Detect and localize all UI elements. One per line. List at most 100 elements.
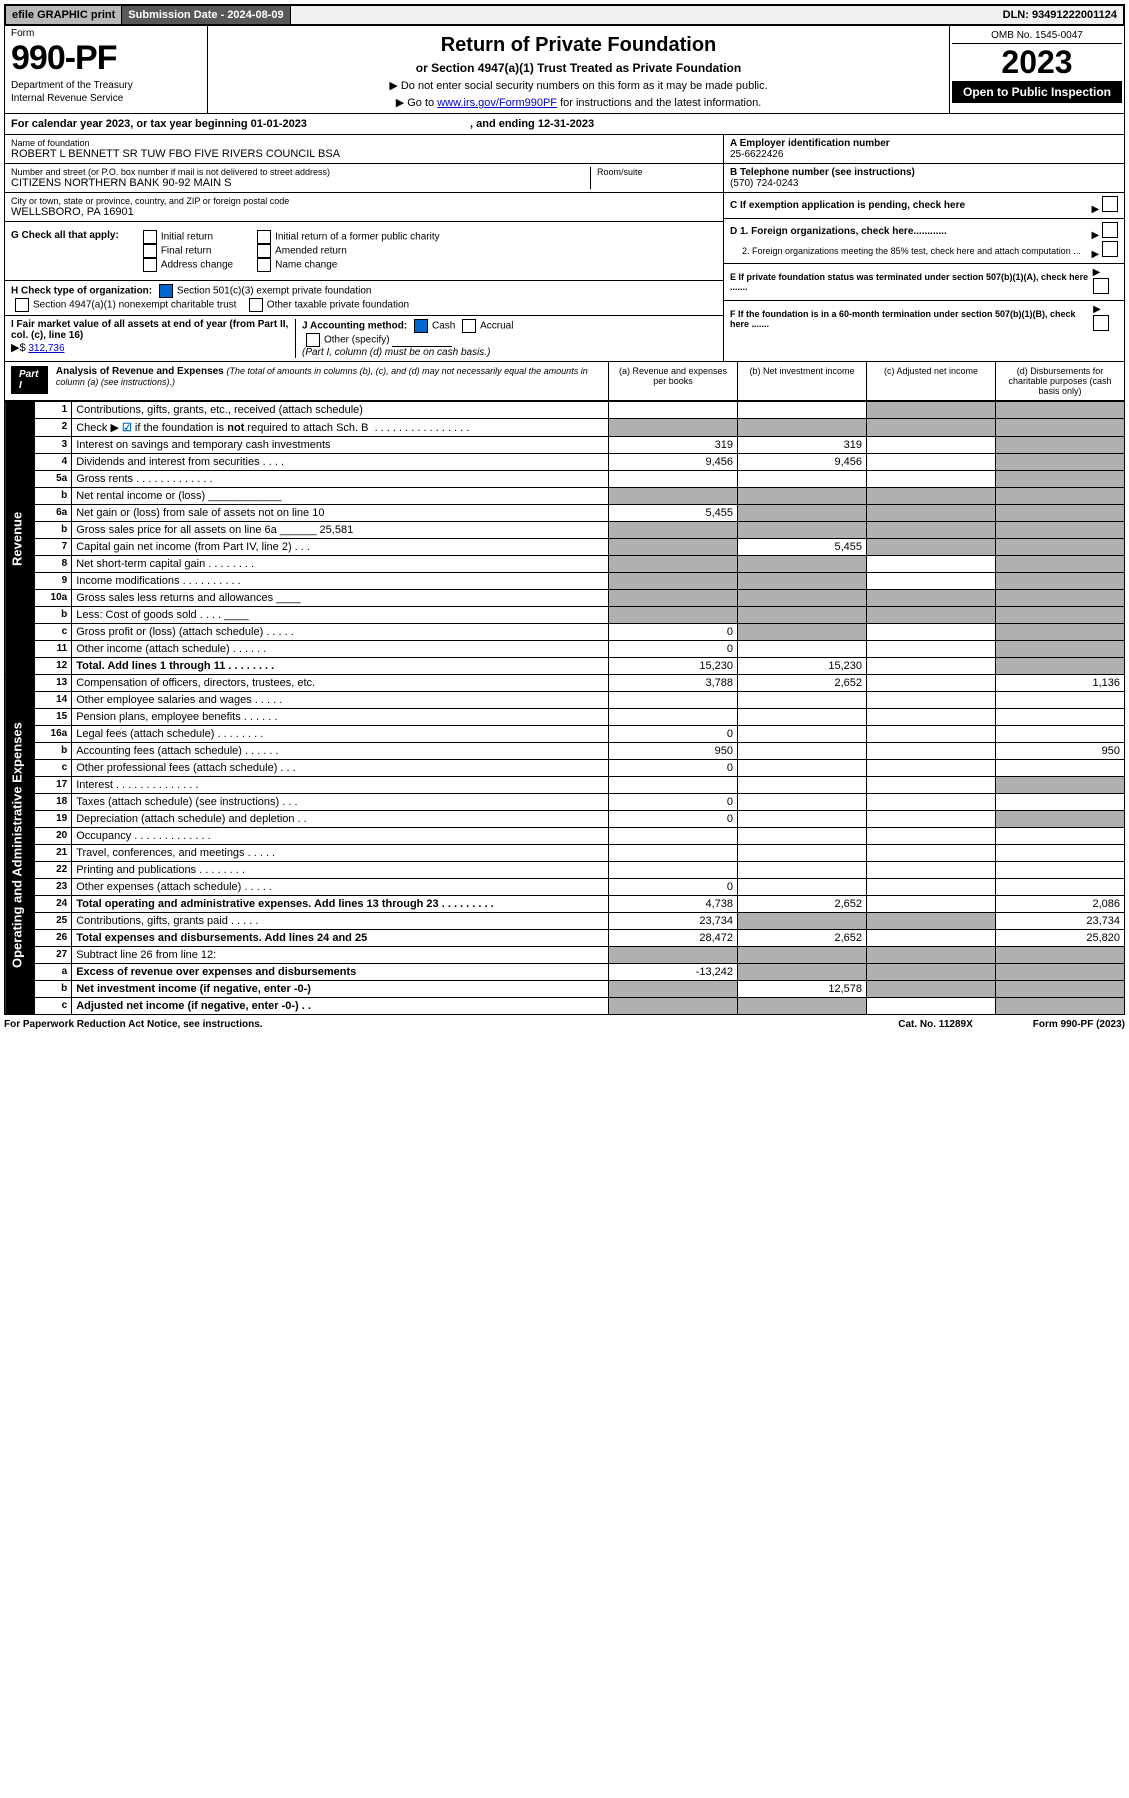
form-subtitle: or Section 4947(a)(1) Trust Treated as P… bbox=[216, 61, 941, 75]
amount-cell bbox=[738, 419, 867, 437]
amount-cell bbox=[996, 471, 1125, 488]
amount-cell bbox=[867, 641, 996, 658]
amount-cell bbox=[996, 862, 1125, 879]
table-row: bGross sales price for all assets on lin… bbox=[5, 522, 1125, 539]
j-cash-check[interactable] bbox=[414, 319, 428, 333]
amount-cell bbox=[738, 811, 867, 828]
line-desc: Net investment income (if negative, ente… bbox=[72, 981, 609, 998]
line-number: 14 bbox=[35, 692, 72, 709]
amount-cell bbox=[609, 862, 738, 879]
e-checkbox[interactable] bbox=[1093, 278, 1109, 294]
i-arrow: ▶$ bbox=[11, 342, 26, 354]
table-row: cAdjusted net income (if negative, enter… bbox=[5, 998, 1125, 1015]
g-opt-initial[interactable]: Initial return bbox=[139, 230, 233, 244]
line-desc: Occupancy . . . . . . . . . . . . . bbox=[72, 828, 609, 845]
ein-label: A Employer identification number bbox=[730, 138, 1118, 149]
amount-cell bbox=[738, 998, 867, 1015]
i-value[interactable]: 312,736 bbox=[28, 343, 64, 354]
amount-cell bbox=[867, 981, 996, 998]
line-number: 15 bbox=[35, 709, 72, 726]
amount-cell: 5,455 bbox=[609, 505, 738, 522]
line-desc: Compensation of officers, directors, tru… bbox=[72, 675, 609, 692]
amount-cell bbox=[996, 998, 1125, 1015]
j-other-check[interactable] bbox=[306, 333, 320, 347]
amount-cell bbox=[867, 402, 996, 419]
line-number: 1 bbox=[35, 402, 72, 419]
amount-cell bbox=[738, 947, 867, 964]
part1-title: Analysis of Revenue and Expenses bbox=[56, 366, 224, 377]
amount-cell bbox=[996, 658, 1125, 675]
line-desc: Gross profit or (loss) (attach schedule)… bbox=[72, 624, 609, 641]
g-opt-final[interactable]: Final return bbox=[139, 244, 233, 258]
part1-col-headers: (a) Revenue and expenses per books (b) N… bbox=[608, 362, 1124, 400]
amount-cell bbox=[867, 913, 996, 930]
g-opt-initial-former[interactable]: Initial return of a former public charit… bbox=[253, 230, 440, 244]
table-row: 15Pension plans, employee benefits . . .… bbox=[5, 709, 1125, 726]
line-desc: Contributions, gifts, grants paid . . . … bbox=[72, 913, 609, 930]
col-d-header: (d) Disbursements for charitable purpose… bbox=[995, 362, 1124, 400]
amount-cell bbox=[996, 641, 1125, 658]
line-number: a bbox=[35, 964, 72, 981]
j-accrual-check[interactable] bbox=[462, 319, 476, 333]
d1-checkbox[interactable] bbox=[1102, 222, 1118, 238]
amount-cell: 28,472 bbox=[609, 930, 738, 947]
i-block: I Fair market value of all assets at end… bbox=[11, 319, 296, 358]
footer-row: For Paperwork Reduction Act Notice, see … bbox=[4, 1015, 1125, 1034]
g-opt-address[interactable]: Address change bbox=[139, 258, 233, 272]
c-checkbox[interactable] bbox=[1102, 196, 1118, 212]
d2-label: 2. Foreign organizations meeting the 85%… bbox=[742, 246, 1081, 256]
d2-checkbox[interactable] bbox=[1102, 241, 1118, 257]
amount-cell bbox=[609, 947, 738, 964]
amount-cell bbox=[867, 692, 996, 709]
line-number: 20 bbox=[35, 828, 72, 845]
g-opt-name[interactable]: Name change bbox=[253, 258, 440, 272]
line-desc: Pension plans, employee benefits . . . .… bbox=[72, 709, 609, 726]
amount-cell bbox=[996, 522, 1125, 539]
h-check-4947[interactable] bbox=[15, 298, 29, 312]
calyear-pre: For calendar year 2023, or tax year begi… bbox=[11, 118, 251, 130]
amount-cell bbox=[867, 505, 996, 522]
line-number: b bbox=[35, 981, 72, 998]
table-row: bNet rental income or (loss) ___________… bbox=[5, 488, 1125, 505]
amount-cell: 2,652 bbox=[738, 675, 867, 692]
h-check-501c3[interactable] bbox=[159, 284, 173, 298]
line-number: 22 bbox=[35, 862, 72, 879]
amount-cell: 23,734 bbox=[609, 913, 738, 930]
amount-cell: 25,820 bbox=[996, 930, 1125, 947]
form-header: Form 990-PF Department of the Treasury I… bbox=[4, 26, 1125, 114]
g-opt-0: Initial return bbox=[161, 232, 213, 243]
table-row: 8Net short-term capital gain . . . . . .… bbox=[5, 556, 1125, 573]
header-right: OMB No. 1545-0047 2023 Open to Public In… bbox=[949, 26, 1124, 113]
amount-cell bbox=[996, 709, 1125, 726]
form-link[interactable]: www.irs.gov/Form990PF bbox=[437, 97, 557, 109]
amount-cell bbox=[738, 471, 867, 488]
note-goto: ▶ Go to www.irs.gov/Form990PF for instru… bbox=[216, 96, 941, 109]
amount-cell bbox=[738, 641, 867, 658]
line-number: 17 bbox=[35, 777, 72, 794]
amount-cell bbox=[609, 522, 738, 539]
amount-cell bbox=[609, 692, 738, 709]
amount-cell bbox=[996, 947, 1125, 964]
table-row: 23Other expenses (attach schedule) . . .… bbox=[5, 879, 1125, 896]
line-desc: Legal fees (attach schedule) . . . . . .… bbox=[72, 726, 609, 743]
table-row: 3Interest on savings and temporary cash … bbox=[5, 437, 1125, 454]
amount-cell bbox=[996, 811, 1125, 828]
top-bar: efile GRAPHIC print Submission Date - 20… bbox=[4, 4, 1125, 26]
efile-label[interactable]: efile GRAPHIC print bbox=[6, 6, 122, 24]
line-number: 26 bbox=[35, 930, 72, 947]
f-checkbox[interactable] bbox=[1093, 315, 1109, 331]
amount-cell bbox=[867, 488, 996, 505]
ein-cell: A Employer identification number 25-6622… bbox=[724, 135, 1124, 164]
city-cell: City or town, state or province, country… bbox=[5, 193, 723, 222]
g-opt-amended[interactable]: Amended return bbox=[253, 244, 440, 258]
calyear-begin: 01-01-2023 bbox=[251, 118, 307, 130]
amount-cell bbox=[996, 777, 1125, 794]
foundation-name-cell: Name of foundation ROBERT L BENNETT SR T… bbox=[5, 135, 723, 164]
dept-treasury: Department of the Treasury bbox=[11, 80, 201, 91]
amount-cell bbox=[867, 675, 996, 692]
table-row: 4Dividends and interest from securities … bbox=[5, 454, 1125, 471]
amount-cell bbox=[609, 845, 738, 862]
line-desc: Other professional fees (attach schedule… bbox=[72, 760, 609, 777]
h-check-other[interactable] bbox=[249, 298, 263, 312]
amount-cell bbox=[867, 964, 996, 981]
